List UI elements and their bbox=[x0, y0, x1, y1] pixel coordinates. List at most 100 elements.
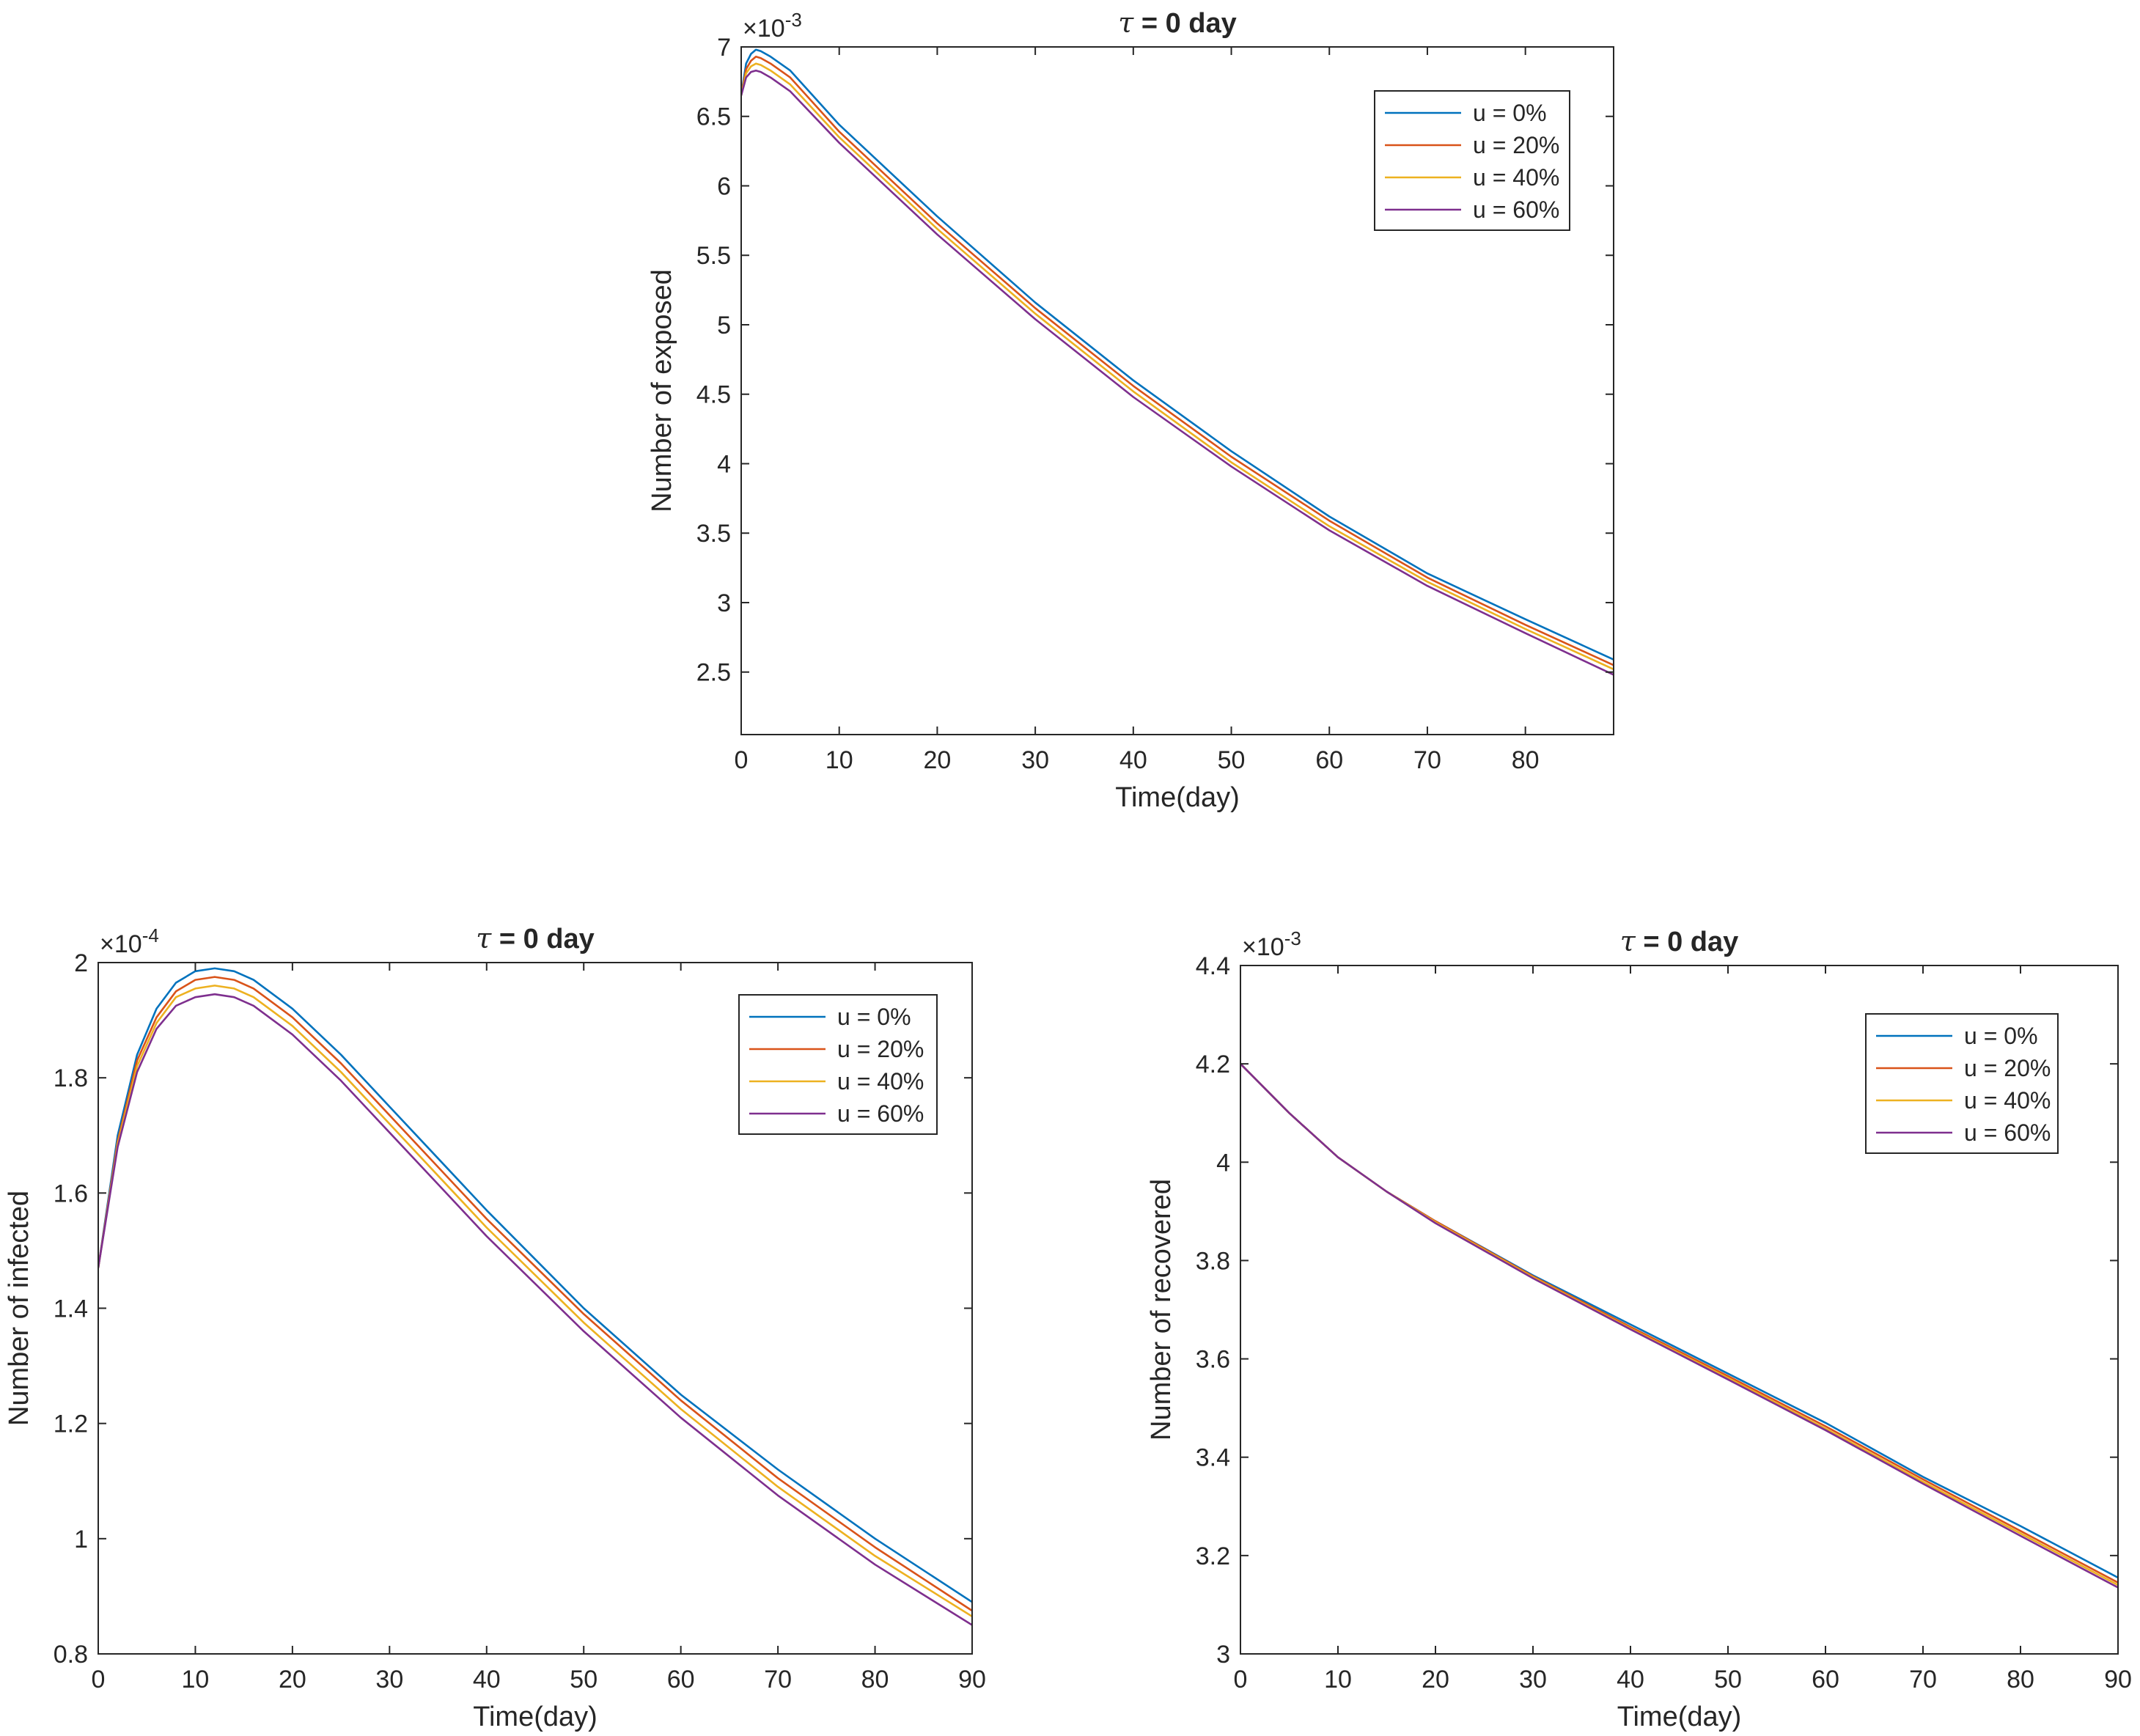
series-line-20pct bbox=[741, 56, 1614, 666]
y-tick-label: 3.5 bbox=[696, 520, 731, 548]
chart-title: τ = 0 day bbox=[1620, 925, 1739, 957]
y-tick-label: 4.5 bbox=[696, 381, 731, 409]
y-axis-label: Number of recovered bbox=[1146, 1179, 1177, 1441]
legend-item: u = 20% bbox=[1876, 1055, 2051, 1081]
x-tick-label: 50 bbox=[570, 1666, 597, 1693]
x-tick-label: 50 bbox=[1218, 746, 1246, 774]
axes-box bbox=[1240, 965, 2119, 1655]
recovered-chart: 0 10 20 30 40 50 60 70 80 90 3 3.2 3.4 3.6 3.8 4 4.2 4.4 ×… bbox=[1146, 925, 2132, 1732]
title-rest: = 0 day bbox=[1133, 8, 1236, 39]
y-tick-label: 3.4 bbox=[1196, 1444, 1230, 1472]
y-tick-label: 3.8 bbox=[1196, 1247, 1230, 1275]
x-tick-label: 60 bbox=[1315, 746, 1343, 774]
x-tick-label: 0 bbox=[735, 746, 749, 774]
x-tick-label: 60 bbox=[1812, 1666, 1839, 1693]
series-line-0pct bbox=[741, 48, 1614, 661]
x-axis-label: Time(day) bbox=[1115, 782, 1240, 813]
exponent-label: ×10-3 bbox=[743, 9, 802, 43]
series-line-40pct bbox=[741, 62, 1614, 671]
y-tick-label: 4 bbox=[717, 450, 731, 478]
legend-label: u = 0% bbox=[1964, 1023, 2038, 1049]
y-tick-label: 1 bbox=[74, 1526, 88, 1553]
y-tick-label: 6.5 bbox=[696, 103, 731, 131]
exponent-label: ×10-4 bbox=[100, 924, 159, 958]
x-tick-label: 40 bbox=[1119, 746, 1147, 774]
y-tick-label: 7 bbox=[717, 34, 731, 62]
legend-label: u = 60% bbox=[1473, 196, 1559, 223]
x-tick-label: 80 bbox=[1512, 746, 1540, 774]
exponent-power: -4 bbox=[142, 924, 159, 946]
y-tick-label: 1.2 bbox=[54, 1410, 88, 1438]
x-tick-label: 20 bbox=[279, 1666, 306, 1693]
series-line-40pct bbox=[98, 985, 972, 1618]
legend-label: u = 0% bbox=[1473, 100, 1547, 126]
exponent-base: ×10 bbox=[1242, 933, 1284, 961]
legend-label: u = 40% bbox=[1964, 1087, 2051, 1114]
y-tick-label: 2.5 bbox=[696, 659, 731, 687]
series-line-0pct bbox=[98, 967, 972, 1603]
legend-label: u = 60% bbox=[837, 1100, 924, 1127]
legend-label: u = 20% bbox=[1473, 132, 1559, 158]
y-tick-label: 3 bbox=[1216, 1641, 1230, 1669]
y-tick-label: 5 bbox=[717, 312, 731, 339]
chart-title: τ = 0 day bbox=[1118, 7, 1237, 39]
legend-item: u = 60% bbox=[1876, 1119, 2051, 1146]
x-tick-label: 50 bbox=[1714, 1666, 1742, 1693]
legend-box bbox=[738, 994, 938, 1135]
series-group bbox=[1240, 1063, 2118, 1589]
y-tick-label: 3.6 bbox=[1196, 1346, 1230, 1374]
y-tick-label: 6 bbox=[717, 172, 731, 200]
exponent-label: ×10-3 bbox=[1242, 927, 1301, 961]
y-tick-label: 4.2 bbox=[1196, 1051, 1230, 1078]
legend-label: u = 0% bbox=[837, 1004, 911, 1030]
y-tick-label: 5.5 bbox=[696, 242, 731, 270]
legend: u = 0% u = 20% u = 40% u = 60% bbox=[738, 994, 938, 1135]
x-tick-label: 20 bbox=[1422, 1666, 1449, 1693]
legend: u = 0% u = 20% u = 40% u = 60% bbox=[1374, 90, 1570, 231]
series-group bbox=[741, 48, 1614, 676]
y-tick-label: 4.4 bbox=[1196, 952, 1230, 980]
legend-item: u = 40% bbox=[1385, 164, 1559, 191]
exponent-power: -3 bbox=[785, 9, 802, 31]
axes-box bbox=[740, 46, 1614, 735]
x-tick-label: 40 bbox=[1617, 1666, 1644, 1693]
exponent-base: ×10 bbox=[100, 930, 142, 958]
x-tick-label: 70 bbox=[1413, 746, 1441, 774]
y-tick-label: 1.6 bbox=[54, 1180, 88, 1207]
legend-item: u = 0% bbox=[749, 1004, 911, 1030]
exponent-power: -3 bbox=[1284, 927, 1301, 949]
x-tick-label: 20 bbox=[924, 746, 952, 774]
infected-chart: 0 10 20 30 40 50 60 70 80 90 0.8 1 1.2 1.4 1.6 1.8 2 ×10-… bbox=[4, 922, 986, 1732]
exposed-chart: 0 10 20 30 40 50 60 70 80 2.5 3 3.5 4 4.5 5 5.5 6 6.5 7 ×10… bbox=[647, 7, 1614, 813]
exponent-base: ×10 bbox=[743, 15, 785, 43]
legend-item: u = 60% bbox=[749, 1100, 924, 1127]
x-tick-label: 10 bbox=[826, 746, 853, 774]
x-tick-label: 40 bbox=[473, 1666, 501, 1693]
x-tick-label: 90 bbox=[958, 1666, 986, 1693]
legend-item: u = 20% bbox=[749, 1036, 924, 1062]
y-tick-label: 4 bbox=[1216, 1149, 1230, 1177]
y-axis-label: Number of infected bbox=[4, 1191, 34, 1426]
title-tau-symbol: τ bbox=[1118, 7, 1134, 39]
legend-item: u = 0% bbox=[1876, 1023, 2038, 1049]
x-tick-label: 30 bbox=[375, 1666, 403, 1693]
x-axis-label: Time(day) bbox=[1617, 1702, 1742, 1732]
legend-box bbox=[1865, 1013, 2059, 1154]
legend-label: u = 20% bbox=[837, 1036, 924, 1062]
legend-item: u = 60% bbox=[1385, 196, 1559, 223]
series-line-20pct bbox=[98, 976, 972, 1612]
legend: u = 0% u = 20% u = 40% u = 60% bbox=[1865, 1013, 2059, 1154]
legend-label: u = 40% bbox=[837, 1068, 924, 1095]
series-line-60pct bbox=[1240, 1063, 2118, 1589]
y-tick-label: 1.4 bbox=[54, 1295, 88, 1323]
x-tick-label: 30 bbox=[1519, 1666, 1547, 1693]
x-tick-label: 0 bbox=[92, 1666, 106, 1693]
x-tick-label: 10 bbox=[182, 1666, 210, 1693]
title-tau-symbol: τ bbox=[476, 922, 492, 955]
series-line-60pct bbox=[98, 993, 972, 1626]
title-rest: = 0 day bbox=[491, 924, 594, 955]
x-tick-label: 60 bbox=[667, 1666, 695, 1693]
series-group bbox=[98, 967, 972, 1626]
y-tick-label: 1.8 bbox=[54, 1064, 88, 1092]
legend-item: u = 40% bbox=[1876, 1087, 2051, 1114]
